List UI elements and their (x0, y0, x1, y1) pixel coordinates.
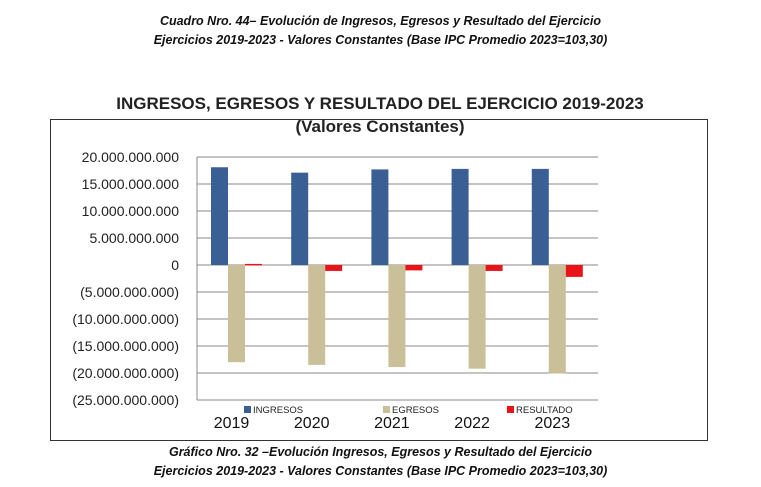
bar-egresos-2022 (468, 265, 486, 369)
bar-egresos-2020 (308, 265, 326, 365)
y-tick-label: 20.000.000.000 (82, 149, 180, 165)
y-tick-label: 15.000.000.000 (82, 176, 180, 192)
bar-egresos-2023 (548, 265, 566, 374)
caption-bottom-line1: Gráfico Nro. 32 –Evolución Ingresos, Egr… (168, 445, 593, 459)
legend-swatch-ingresos (244, 406, 251, 413)
chart-title: INGRESOS, EGRESOS Y RESULTADO DEL EJERCI… (116, 94, 643, 113)
chart-subtitle: (Valores Constantes) (295, 117, 464, 136)
bar-resultado-2019 (245, 263, 262, 266)
x-tick-label: 2020 (294, 415, 330, 432)
bar-ingresos-2019 (211, 167, 228, 265)
legend-label-egresos: EGRESOS (392, 405, 439, 416)
bar-egresos-2019 (228, 265, 245, 363)
y-tick-label: (20.000.000.000) (72, 365, 179, 381)
y-tick-label: 5.000.000.000 (89, 230, 179, 246)
y-tick-label: (25.000.000.000) (72, 392, 179, 408)
y-tick-label: 0 (171, 257, 179, 273)
legend-swatch-resultado (507, 406, 514, 413)
caption-top-line1: Cuadro Nro. 44– Evolución de Ingresos, E… (159, 14, 602, 28)
bar-ingresos-2023 (531, 168, 549, 265)
chart-frame (50, 119, 708, 441)
x-tick-label: 2022 (454, 415, 490, 432)
legend-swatch-egresos (383, 406, 390, 413)
x-tick-label: 2023 (535, 415, 571, 432)
x-tick-label: 2021 (374, 415, 410, 432)
bar-ingresos-2022 (451, 168, 469, 265)
y-tick-label: (10.000.000.000) (72, 311, 179, 327)
bar-resultado-2021 (405, 265, 423, 271)
y-tick-label: 10.000.000.000 (82, 203, 180, 219)
legend-label-ingresos: INGRESOS (253, 405, 303, 416)
y-tick-label: (15.000.000.000) (72, 338, 179, 354)
bar-ingresos-2021 (371, 169, 389, 265)
x-tick-label: 2019 (214, 415, 250, 432)
bar-egresos-2021 (388, 265, 406, 368)
legend-label-resultado: RESULTADO (516, 405, 573, 416)
y-tick-label: (5.000.000.000) (80, 284, 179, 300)
bar-resultado-2022 (485, 265, 503, 271)
caption-bottom-line2: Ejercicios 2019-2023 - Valores Constante… (153, 464, 608, 478)
bar-ingresos-2020 (291, 172, 309, 265)
bar-resultado-2023 (565, 265, 583, 277)
bar-resultado-2020 (325, 265, 343, 271)
caption-top-line2: Ejercicios 2019-2023 - Valores Constante… (153, 33, 608, 47)
